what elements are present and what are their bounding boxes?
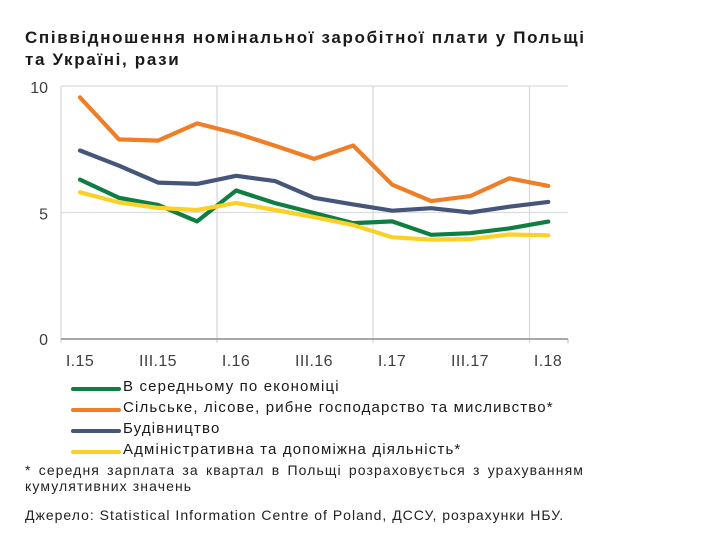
svg-text:I.18: I.18 [534, 353, 562, 370]
svg-text:I.16: I.16 [222, 353, 250, 370]
svg-text:5: 5 [39, 206, 48, 223]
svg-text:10: 10 [30, 80, 48, 97]
svg-text:III.15: III.15 [139, 353, 177, 370]
svg-text:0: 0 [39, 332, 48, 349]
svg-text:III.16: III.16 [295, 353, 333, 370]
svg-text:I.15: I.15 [66, 353, 94, 370]
svg-text:III.17: III.17 [451, 353, 489, 370]
svg-text:I.17: I.17 [378, 353, 406, 370]
